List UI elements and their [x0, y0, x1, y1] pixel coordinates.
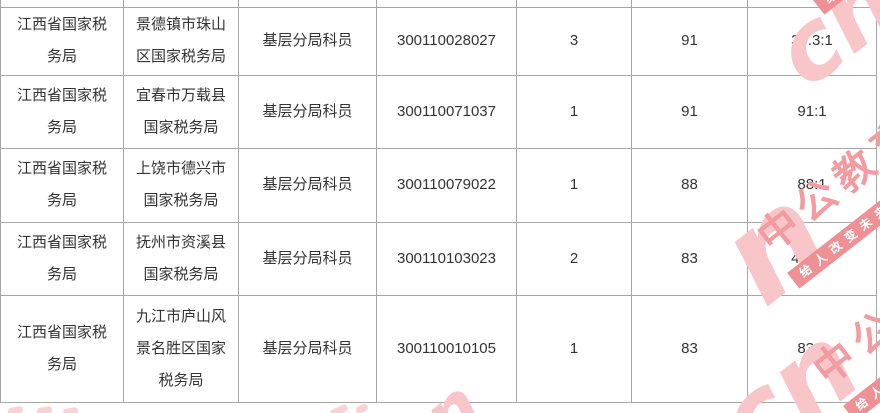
cell-empty [631, 0, 748, 8]
cell-position: 基层分局科员 [238, 6, 377, 76]
cell-empty [516, 0, 632, 8]
cell-position: 基层分局科员 [238, 147, 377, 223]
cell-position-code: 300110028027 [376, 6, 517, 76]
cell-department: 江西省国家税务局 [0, 6, 124, 76]
watermark-letter-tip [36, 405, 53, 413]
cell-bureau: 上饶市德兴市国家税务局 [123, 147, 239, 223]
cell-applicant-count: 91 [631, 6, 748, 76]
table-row: 江西省国家税务局 九江市庐山风景名胜区国家税务局 基层分局科员 30011001… [0, 294, 877, 403]
watermark-letter-tip [7, 405, 24, 413]
cell-position: 基层分局科员 [238, 221, 377, 296]
cell-position-code: 300110079022 [376, 147, 517, 223]
table-row-partial [0, 0, 877, 8]
cell-applicant-count: 88 [631, 147, 748, 223]
cell-department: 江西省国家税务局 [0, 147, 124, 223]
cell-department: 江西省国家税务局 [0, 294, 124, 403]
table-row: 江西省国家税务局 宜春市万载县国家税务局 基层分局科员 300110071037… [0, 74, 877, 149]
cell-bureau: 九江市庐山风景名胜区国家税务局 [123, 294, 239, 403]
cell-position: 基层分局科员 [238, 74, 377, 149]
cell-recruit-count: 1 [516, 147, 632, 223]
cell-empty [238, 0, 377, 8]
cell-applicant-count: 83 [631, 221, 748, 296]
cell-empty [376, 0, 517, 8]
watermark-letter-tip [329, 403, 349, 413]
cell-recruit-count: 3 [516, 6, 632, 76]
cell-recruit-count: 1 [516, 74, 632, 149]
cell-applicant-count: 91 [631, 74, 748, 149]
cell-position-code: 300110103023 [376, 221, 517, 296]
watermark-letter-tip [62, 406, 79, 413]
table-row: 江西省国家税务局 景德镇市珠山区国家税务局 基层分局科员 30011002802… [0, 6, 877, 76]
cell-recruit-count: 2 [516, 221, 632, 296]
cell-empty [747, 0, 877, 8]
cell-bureau: 抚州市资溪县国家税务局 [123, 221, 239, 296]
cell-empty [123, 0, 239, 8]
cell-department: 江西省国家税务局 [0, 221, 124, 296]
cell-position-code: 300110010105 [376, 294, 517, 403]
table-row: 江西省国家税务局 上饶市德兴市国家税务局 基层分局科员 300110079022… [0, 147, 877, 223]
cell-empty [0, 0, 124, 8]
cell-competition-ratio: 41.5:1 [747, 221, 877, 296]
cell-applicant-count: 83 [631, 294, 748, 403]
cell-recruit-count: 1 [516, 294, 632, 403]
cell-competition-ratio: 88:1 [747, 147, 877, 223]
cell-competition-ratio: 83:1 [747, 294, 877, 403]
cell-bureau: 景德镇市珠山区国家税务局 [123, 6, 239, 76]
cell-competition-ratio: 91:1 [747, 74, 877, 149]
cell-bureau: 宜春市万载县国家税务局 [123, 74, 239, 149]
table-row: 江西省国家税务局 抚州市资溪县国家税务局 基层分局科员 300110103023… [0, 221, 877, 296]
watermark-letter-tip [355, 402, 369, 413]
positions-table: 江西省国家税务局 景德镇市珠山区国家税务局 基层分局科员 30011002802… [0, 0, 877, 403]
cell-position-code: 300110071037 [376, 74, 517, 149]
cell-position: 基层分局科员 [238, 294, 377, 403]
cell-department: 江西省国家税务局 [0, 74, 124, 149]
cell-competition-ratio: 30.3:1 [747, 6, 877, 76]
